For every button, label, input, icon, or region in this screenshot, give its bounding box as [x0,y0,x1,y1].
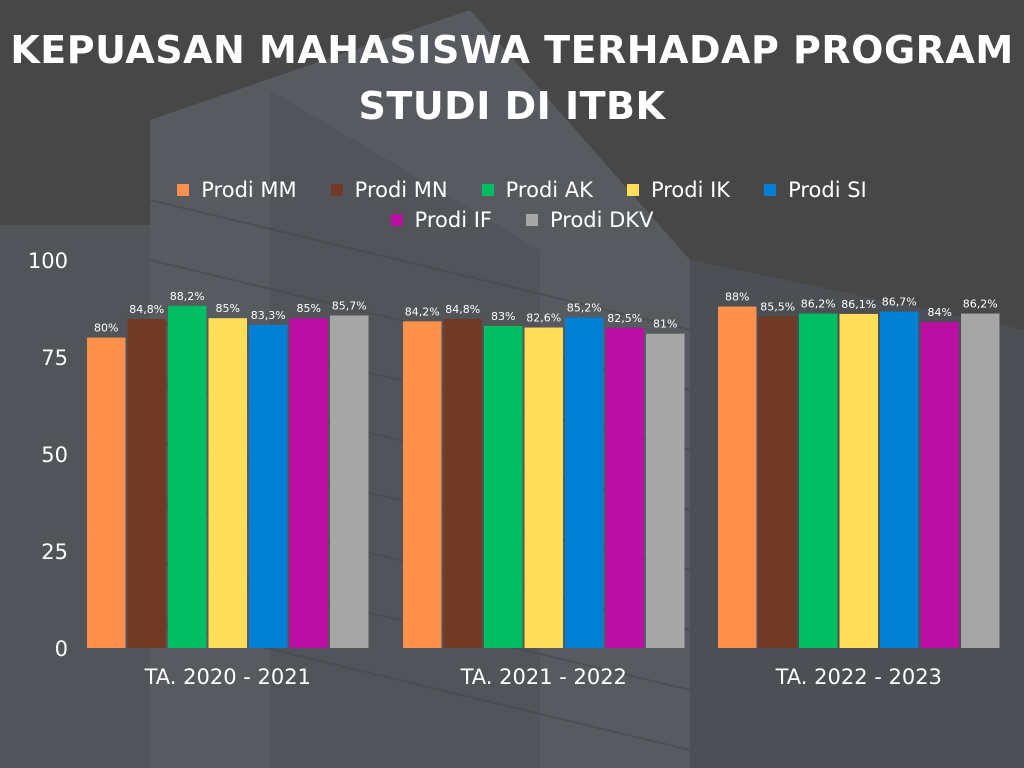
data-label: 85,7% [332,299,367,312]
x-category-label: TA. 2021 - 2022 [460,665,627,689]
legend-item: Prodi MN [330,176,448,204]
bar [880,311,919,648]
bar [87,337,126,648]
y-tick-label: 50 [41,443,68,467]
data-label: 85,2% [567,301,602,314]
bar [484,325,523,648]
legend-item: Prodi MM [177,176,297,204]
data-label: 82,6% [526,312,561,325]
y-tick-label: 0 [55,637,68,661]
legend-swatch [525,214,538,226]
bar [524,327,563,648]
bar [961,313,1000,648]
data-label: 86,2% [801,298,836,311]
y-tick-label: 25 [41,540,68,564]
bar [403,321,442,648]
legend-label: Prodi SI [788,178,867,202]
bar [839,313,878,648]
bar [718,306,757,648]
bar [565,317,604,648]
legend-swatch [626,184,639,196]
x-category-label: TA. 2022 - 2023 [775,665,942,689]
legend-label: Prodi DKV [549,208,654,232]
bar [208,318,247,648]
data-label: 80% [94,322,118,335]
y-tick-label: 100 [28,249,68,273]
data-label: 84,8% [445,303,480,316]
data-label: 83,3% [251,309,286,322]
bar [646,333,685,648]
bar [799,313,838,648]
data-label: 86,1% [841,298,876,311]
data-label: 82,5% [607,312,642,325]
legend-label: Prodi MM [201,178,297,202]
data-label: 85% [297,302,321,315]
legend-label: Prodi IK [650,178,731,202]
bar [289,318,328,648]
y-tick-label: 75 [41,346,68,370]
bar [758,316,797,648]
data-label: 85% [216,302,240,315]
legend-swatch [481,184,494,196]
data-label: 81% [653,318,677,331]
x-category-label: TA. 2020 - 2021 [144,665,311,689]
chart-legend: Prodi MM Prodi MN Prodi AK Prodi IK Prodi SI… [112,176,932,234]
bar [249,324,288,648]
legend-swatch [330,184,343,196]
data-label: 86,2% [963,298,998,311]
data-label: 83% [491,310,515,323]
legend-item: Prodi IF [390,206,492,234]
data-label: 84,8% [129,303,164,316]
legend-item: Prodi SI [764,176,867,204]
bar [605,327,644,648]
data-label: 86,7% [882,296,917,309]
legend-item: Prodi IK [626,176,731,204]
legend-swatch [177,184,190,196]
legend-swatch [390,214,403,226]
legend-label: Prodi AK [505,178,593,202]
chart-title: KEPUASAN MAHASISWA TERHADAP PROGRAM STUD… [10,28,1014,128]
legend-item: Prodi AK [481,176,593,204]
bar [168,305,207,648]
data-label: 84% [928,306,952,319]
bar [920,322,959,648]
bar [330,315,369,648]
legend-item: Prodi DKV [525,206,654,234]
legend-swatch [764,184,777,196]
data-label: 88,2% [170,290,205,303]
legend-label: Prodi MN [354,178,448,202]
bar [127,318,166,648]
data-label: 88% [725,291,749,304]
legend-label: Prodi IF [414,208,492,232]
data-label: 85,5% [760,300,795,313]
data-label: 84,2% [405,305,440,318]
bar [443,318,482,648]
